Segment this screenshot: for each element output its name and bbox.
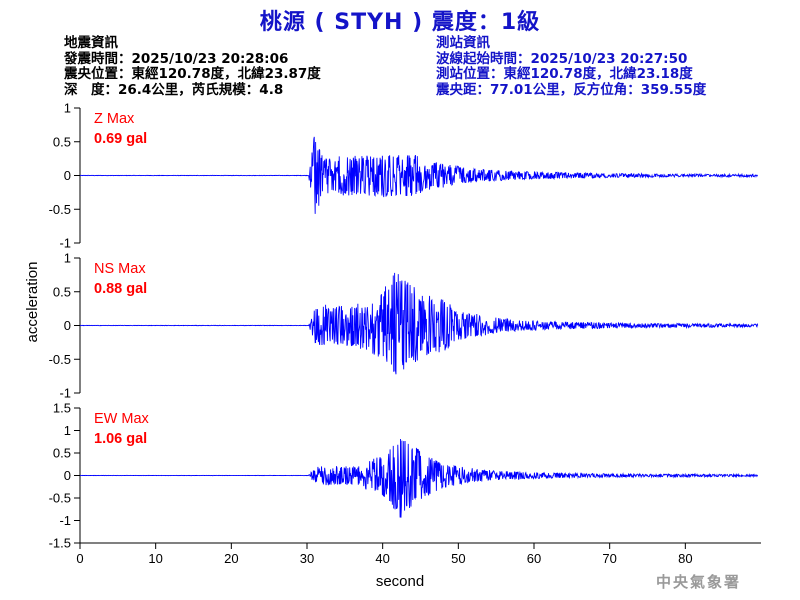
x-tick-label: 0 xyxy=(76,551,83,566)
x-tick-label: 10 xyxy=(148,551,162,566)
epicentral-distance-azimuth: 震央距：77.01公里，反方位角：359.55度 xyxy=(436,81,707,98)
cwa-watermark: 中央氣象署 xyxy=(656,573,742,591)
y-tick-label: 0.5 xyxy=(53,446,71,461)
y-tick-label: 1 xyxy=(64,423,71,438)
station-title: 桃源 ( STYH ) 震度：1級 xyxy=(259,10,541,35)
y-tick-label: 1 xyxy=(64,251,71,266)
max-value: 1.06 gal xyxy=(94,431,147,447)
earthquake-info-block: 地震資訊 發震時間：2025/10/23 20:28:06 震央位置：東經120… xyxy=(64,35,321,98)
y-tick-label: -1 xyxy=(59,236,71,251)
max-label: Z Max xyxy=(94,111,135,127)
station-info-heading: 測站資訊 xyxy=(436,35,490,51)
max-label: EW Max xyxy=(94,411,150,427)
x-axis-title: second xyxy=(376,573,424,590)
y-tick-label: -1.5 xyxy=(49,536,71,551)
y-tick-label: 0 xyxy=(64,168,71,183)
y-tick-label: 0 xyxy=(64,468,71,483)
panel-ew: 1.5 1 0.5 0 -0.5 -1 -1.5 EW Max 1.06 gal xyxy=(49,401,758,551)
max-value: 0.69 gal xyxy=(94,131,147,147)
y-tick-label: 0.5 xyxy=(53,134,71,149)
max-value: 0.88 gal xyxy=(94,281,147,297)
y-axis-title: acceleration xyxy=(24,262,41,343)
x-tick-label: 40 xyxy=(375,551,389,566)
depth-magnitude: 深 度：26.4公里，芮氏規模：4.8 xyxy=(64,81,284,98)
waveform-trace-z xyxy=(79,136,759,214)
y-tick-label: 1 xyxy=(64,101,71,116)
y-tick-label: -1 xyxy=(59,386,71,401)
x-tick-label: 70 xyxy=(602,551,616,566)
waveform-trace-ew xyxy=(79,438,758,518)
origin-time: 發震時間：2025/10/23 20:28:06 xyxy=(64,50,289,67)
y-tick-label: 0.5 xyxy=(53,284,71,299)
panel-ns: 1 0.5 0 -0.5 -1 NS Max 0.88 gal xyxy=(49,251,759,401)
waveform-trace-ns xyxy=(79,272,759,375)
epicenter-location: 震央位置：東經120.78度，北緯23.87度 xyxy=(64,66,321,82)
y-tick-label: -0.5 xyxy=(49,202,71,217)
station-info-block: 測站資訊 波線起始時間：2025/10/23 20:27:50 測站位置：東經1… xyxy=(436,35,707,98)
y-tick-label: 1.5 xyxy=(53,401,71,416)
x-tick-label: 20 xyxy=(224,551,238,566)
y-tick-label: -0.5 xyxy=(49,491,71,506)
y-tick-label: -1 xyxy=(59,513,71,528)
earthquake-info-heading: 地震資訊 xyxy=(64,35,118,51)
max-label: NS Max xyxy=(94,261,146,277)
x-tick-label: 80 xyxy=(678,551,692,566)
x-tick-label: 60 xyxy=(527,551,541,566)
y-tick-label: 0 xyxy=(64,318,71,333)
x-tick-label: 30 xyxy=(300,551,314,566)
station-location: 測站位置：東經120.78度，北緯23.18度 xyxy=(436,66,693,82)
x-tick-label: 50 xyxy=(451,551,465,566)
panel-z: 1 0.5 0 -0.5 -1 Z Max 0.69 gal xyxy=(49,101,759,251)
wave-start-time: 波線起始時間：2025/10/23 20:27:50 xyxy=(436,50,688,67)
y-tick-label: -0.5 xyxy=(49,352,71,367)
